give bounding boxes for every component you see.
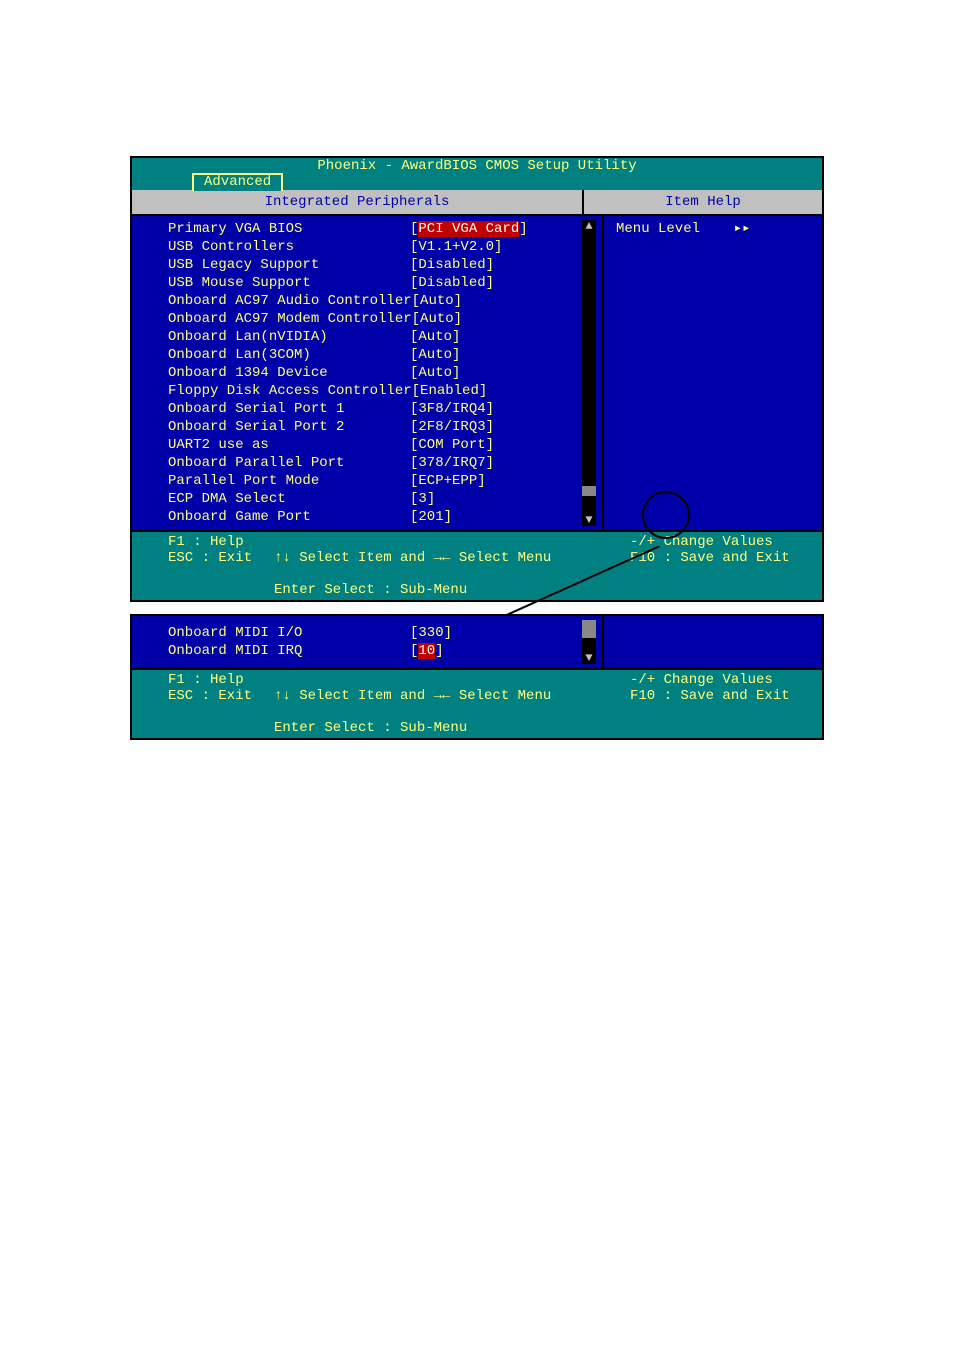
setting-value[interactable]: [Auto]: [412, 310, 462, 328]
setting-value[interactable]: [Auto]: [410, 328, 460, 346]
setting-label: USB Controllers: [168, 238, 410, 256]
footer-action-keys-2: -/+ Change Values F10 : Save and Exit: [618, 672, 822, 736]
setting-value[interactable]: [ECP+EPP]: [410, 472, 486, 490]
menu-level-indicator-icon: ▸▸: [734, 220, 751, 236]
footer-nav-line2: Enter Select : Sub-Menu: [274, 582, 467, 598]
setting-row[interactable]: USB Controllers[V1.1+V2.0]: [168, 238, 598, 256]
setting-row[interactable]: Onboard AC97 Audio Controller[Auto]: [168, 292, 598, 310]
setting-value[interactable]: [10]: [410, 642, 444, 660]
setting-label: Floppy Disk Access Controller: [168, 382, 412, 400]
scroll-up-icon[interactable]: ▲: [583, 220, 595, 232]
setting-value[interactable]: [Auto]: [410, 364, 460, 382]
setting-row[interactable]: Floppy Disk Access Controller[Enabled]: [168, 382, 598, 400]
setting-row[interactable]: Onboard MIDI IRQ[10]: [168, 642, 598, 660]
scroll-down-icon[interactable]: ▼: [583, 514, 595, 526]
setting-row[interactable]: Onboard Serial Port 2[2F8/IRQ3]: [168, 418, 598, 436]
setting-value[interactable]: [COM Port]: [410, 436, 494, 454]
scrollbar-2[interactable]: ▼: [582, 620, 596, 664]
setting-value[interactable]: [201]: [410, 508, 452, 526]
footer-nav-line2-2: Enter Select : Sub-Menu: [274, 720, 467, 736]
bios-window: Phoenix - AwardBIOS CMOS Setup Utility A…: [130, 156, 824, 602]
setting-row[interactable]: Onboard MIDI I/O[330]: [168, 624, 598, 642]
setting-value[interactable]: [Auto]: [410, 346, 460, 364]
settings-list[interactable]: Primary VGA BIOS[PCI VGA Card]USB Contro…: [132, 216, 604, 530]
scroll-track[interactable]: [582, 232, 596, 514]
setting-row[interactable]: Primary VGA BIOS[PCI VGA Card]: [168, 220, 598, 238]
footer-nav-keys-2: ↑↓ Select Item and →← Select Menu Enter …: [274, 672, 618, 736]
scroll-thumb[interactable]: [582, 486, 596, 496]
setting-value[interactable]: [Auto]: [412, 292, 462, 310]
setting-label: Primary VGA BIOS: [168, 220, 410, 238]
setting-row[interactable]: Parallel Port Mode[ECP+EPP]: [168, 472, 598, 490]
bios-window-scrolled: Onboard MIDI I/O[330]Onboard MIDI IRQ[10…: [130, 614, 824, 740]
title-bar: Phoenix - AwardBIOS CMOS Setup Utility A…: [130, 156, 824, 190]
footer-bar: F1 : Help ESC : Exit ↑↓ Select Item and …: [130, 532, 824, 602]
setting-row[interactable]: Onboard 1394 Device[Auto]: [168, 364, 598, 382]
setting-label: Onboard Lan(3COM): [168, 346, 410, 364]
setting-row[interactable]: Onboard Lan(nVIDIA)[Auto]: [168, 328, 598, 346]
setting-value[interactable]: [Disabled]: [410, 274, 494, 292]
scroll-down-icon-2[interactable]: ▼: [583, 652, 595, 664]
footer-help-keys: F1 : Help ESC : Exit: [132, 534, 274, 598]
scroll-track-2[interactable]: [582, 620, 596, 652]
setting-value[interactable]: [330]: [410, 624, 452, 642]
setting-label: USB Legacy Support: [168, 256, 410, 274]
menu-level-label: Menu Level: [616, 221, 700, 237]
footer-help-keys-2: F1 : Help ESC : Exit: [132, 672, 274, 736]
setting-row[interactable]: USB Legacy Support[Disabled]: [168, 256, 598, 274]
panel-title-right: Item Help: [584, 190, 822, 214]
help-panel-scrolled: [604, 616, 822, 668]
help-panel: Menu Level ▸▸: [604, 216, 822, 530]
footer-bar-2: F1 : Help ESC : Exit ↑↓ Select Item and …: [130, 670, 824, 740]
setting-row[interactable]: Onboard AC97 Modem Controller[Auto]: [168, 310, 598, 328]
setting-row[interactable]: Onboard Lan(3COM)[Auto]: [168, 346, 598, 364]
setting-row[interactable]: Onboard Parallel Port[378/IRQ7]: [168, 454, 598, 472]
footer-nav-keys: ↑↓ Select Item and →← Select Menu Enter …: [274, 534, 618, 598]
setting-label: Onboard Lan(nVIDIA): [168, 328, 410, 346]
setting-value[interactable]: [Enabled]: [412, 382, 488, 400]
bios-title: Phoenix - AwardBIOS CMOS Setup Utility: [317, 158, 636, 174]
scrollbar[interactable]: ▲ ▼: [582, 220, 596, 526]
setting-label: UART2 use as: [168, 436, 410, 454]
scroll-thumb-2[interactable]: [582, 620, 596, 638]
tab-advanced[interactable]: Advanced: [192, 173, 283, 191]
footer-nav-line1: ↑↓ Select Item and →← Select Menu: [274, 550, 551, 566]
setting-label: Onboard MIDI IRQ: [168, 642, 410, 660]
footer-nav-line1-2: ↑↓ Select Item and →← Select Menu: [274, 688, 551, 704]
setting-row[interactable]: Onboard Serial Port 1[3F8/IRQ4]: [168, 400, 598, 418]
setting-label: Onboard Serial Port 2: [168, 418, 410, 436]
setting-label: Parallel Port Mode: [168, 472, 410, 490]
setting-value[interactable]: [V1.1+V2.0]: [410, 238, 502, 256]
setting-label: USB Mouse Support: [168, 274, 410, 292]
panel-title-left: Integrated Peripherals: [132, 190, 584, 214]
setting-row[interactable]: Onboard Game Port[201]: [168, 508, 598, 526]
setting-value[interactable]: [PCI VGA Card]: [410, 220, 528, 238]
setting-value[interactable]: [2F8/IRQ3]: [410, 418, 494, 436]
setting-label: Onboard Game Port: [168, 508, 410, 526]
panel-headers: Integrated Peripherals Item Help: [130, 190, 824, 216]
footer-action-keys: -/+ Change Values F10 : Save and Exit: [618, 534, 822, 598]
setting-label: Onboard Serial Port 1: [168, 400, 410, 418]
setting-label: Onboard MIDI I/O: [168, 624, 410, 642]
setting-row[interactable]: ECP DMA Select[3]: [168, 490, 598, 508]
setting-row[interactable]: USB Mouse Support[Disabled]: [168, 274, 598, 292]
setting-value[interactable]: [Disabled]: [410, 256, 494, 274]
setting-value[interactable]: [3F8/IRQ4]: [410, 400, 494, 418]
setting-row[interactable]: UART2 use as[COM Port]: [168, 436, 598, 454]
setting-value[interactable]: [3]: [410, 490, 435, 508]
panel-body-scrolled: Onboard MIDI I/O[330]Onboard MIDI IRQ[10…: [130, 614, 824, 670]
setting-label: Onboard AC97 Modem Controller: [168, 310, 412, 328]
settings-list-scrolled[interactable]: Onboard MIDI I/O[330]Onboard MIDI IRQ[10…: [132, 616, 604, 668]
setting-label: Onboard AC97 Audio Controller: [168, 292, 412, 310]
setting-label: ECP DMA Select: [168, 490, 410, 508]
setting-label: Onboard Parallel Port: [168, 454, 410, 472]
setting-label: Onboard 1394 Device: [168, 364, 410, 382]
panel-body: Primary VGA BIOS[PCI VGA Card]USB Contro…: [130, 216, 824, 532]
setting-value[interactable]: [378/IRQ7]: [410, 454, 494, 472]
